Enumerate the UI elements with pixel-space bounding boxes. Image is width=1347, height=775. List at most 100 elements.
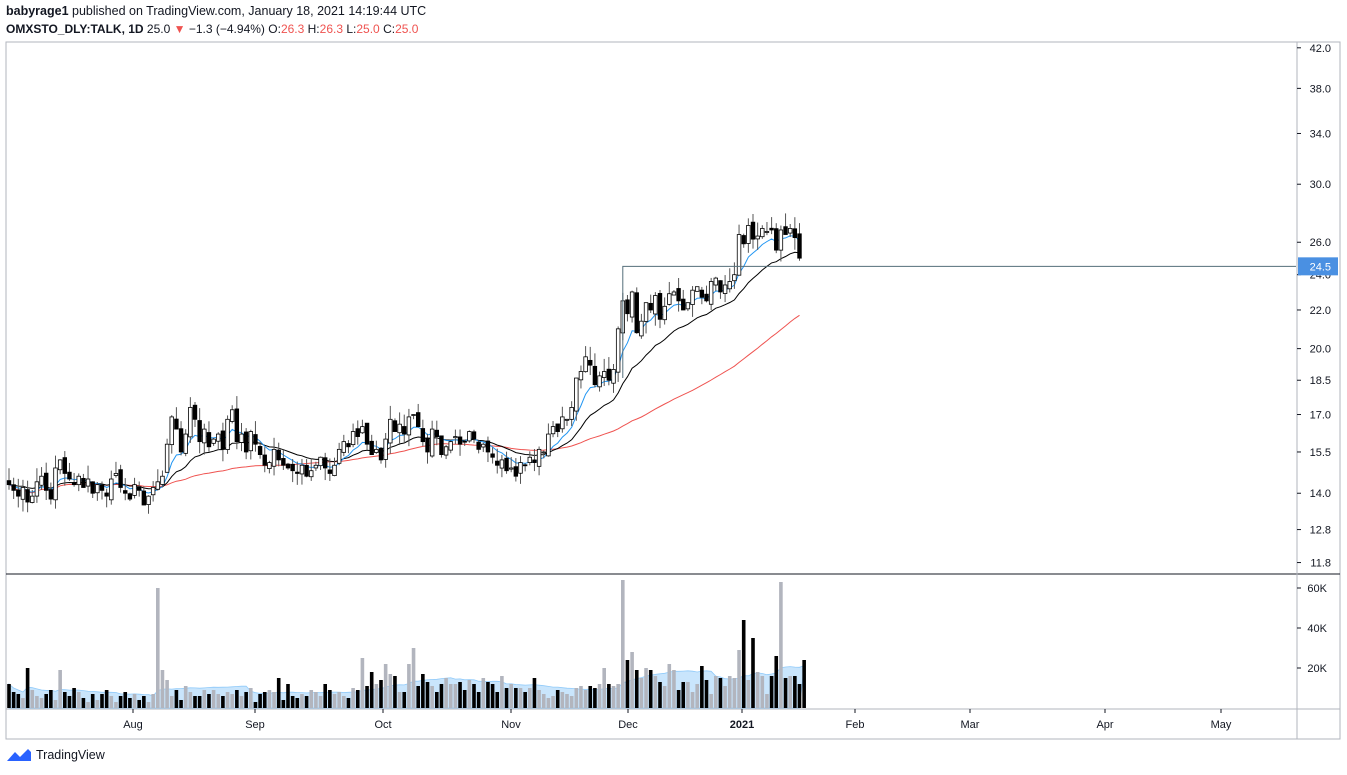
last-price: 25.0 xyxy=(146,22,171,36)
candle-body xyxy=(39,475,44,486)
published-text: published on TradingView.com, January 18… xyxy=(72,4,427,18)
candle-body xyxy=(434,429,439,437)
candle xyxy=(476,440,481,454)
volume-bar xyxy=(225,692,230,708)
candle xyxy=(164,438,170,473)
time-axis[interactable]: Aug Sep Oct Nov Dec 2021 Feb Mar Apr May xyxy=(123,709,1232,731)
candle xyxy=(583,346,588,373)
candle-body xyxy=(750,221,756,240)
candle xyxy=(471,429,477,444)
slow-ma-line xyxy=(8,314,800,494)
volume-bar xyxy=(393,676,397,708)
volume-bar xyxy=(100,694,104,708)
candle-body xyxy=(290,463,295,472)
volume-bar xyxy=(183,686,188,708)
candle-body xyxy=(155,481,160,490)
price-tick-label: 22.0 xyxy=(1310,305,1331,317)
brand-name[interactable]: TradingView xyxy=(36,748,105,762)
candle-body xyxy=(783,226,788,235)
candle-body xyxy=(415,412,421,428)
candle xyxy=(304,459,309,478)
candle-body xyxy=(202,428,207,444)
candle xyxy=(188,397,193,443)
volume-bar xyxy=(207,694,211,708)
candle xyxy=(11,477,16,499)
volume-bar xyxy=(132,694,137,708)
volume-bar xyxy=(67,696,72,708)
volume-bar xyxy=(295,698,300,708)
candle xyxy=(406,408,412,447)
volume-bar xyxy=(518,688,523,708)
volume-bar xyxy=(718,678,723,708)
volume-bar xyxy=(262,692,267,708)
candle xyxy=(774,223,779,254)
candle-body xyxy=(57,459,63,471)
volume-bar xyxy=(579,686,583,708)
price-axis[interactable]: 11.812.814.015.517.018.520.022.024.026.0… xyxy=(1297,43,1338,570)
volume-bar xyxy=(272,692,276,708)
candle-body xyxy=(760,228,765,238)
candle xyxy=(504,451,509,474)
candle-body xyxy=(420,428,426,443)
candle xyxy=(211,437,216,446)
volume-bar xyxy=(407,664,411,708)
time-tick-label: Dec xyxy=(618,719,638,731)
price-tick-label: 14.0 xyxy=(1310,488,1331,500)
candle-body xyxy=(657,293,663,320)
candle-body xyxy=(532,459,537,463)
candle xyxy=(643,302,649,334)
candle-body xyxy=(25,489,30,503)
candle xyxy=(281,449,286,470)
volume-bar xyxy=(81,698,86,708)
close-label: C: xyxy=(383,22,396,36)
candle-body xyxy=(769,227,774,231)
candle-body xyxy=(448,441,453,451)
candle xyxy=(225,415,230,454)
candle xyxy=(299,458,305,485)
low-value: 25.0 xyxy=(356,22,380,36)
volume-bar xyxy=(58,670,62,708)
volume-bar xyxy=(160,670,165,708)
volume-bar xyxy=(528,688,532,708)
candle xyxy=(690,286,695,317)
candle xyxy=(309,458,314,481)
candle xyxy=(383,433,388,468)
candle xyxy=(597,371,602,392)
volume-bar xyxy=(658,682,662,708)
candle-body xyxy=(490,453,495,458)
candle xyxy=(30,489,35,504)
volume-bar xyxy=(741,620,746,708)
candle-body xyxy=(536,448,542,467)
volume-bar xyxy=(504,688,509,708)
candle-body xyxy=(336,448,342,464)
volume-bar xyxy=(676,690,681,708)
price-chart[interactable]: 11.812.814.015.517.018.520.022.024.026.0… xyxy=(0,0,1347,745)
candle-body xyxy=(76,475,81,486)
candle-body xyxy=(71,482,77,486)
candle xyxy=(667,281,672,306)
candle-body xyxy=(299,464,305,475)
candle xyxy=(746,218,751,253)
candle-body xyxy=(327,469,333,474)
current-price-badge xyxy=(1298,257,1338,276)
volume-bar xyxy=(416,686,420,708)
candle xyxy=(574,377,579,421)
candle xyxy=(788,223,793,237)
time-tick-label: Aug xyxy=(123,719,143,731)
candle-body xyxy=(634,292,639,334)
author-name[interactable]: babyrage1 xyxy=(6,4,69,18)
volume-bar xyxy=(202,690,207,708)
candle xyxy=(457,429,463,456)
volume-bar xyxy=(267,690,272,708)
candle-body xyxy=(513,466,519,477)
low-label: L: xyxy=(346,22,357,36)
candle-body xyxy=(360,426,365,434)
volume-bar xyxy=(662,686,667,708)
candle-body xyxy=(211,438,216,444)
volume-bar xyxy=(109,696,114,708)
candle-body xyxy=(164,443,170,473)
candle-body xyxy=(676,288,681,302)
volume-bar xyxy=(355,690,360,708)
candle-body xyxy=(597,375,602,388)
candle xyxy=(415,403,421,428)
